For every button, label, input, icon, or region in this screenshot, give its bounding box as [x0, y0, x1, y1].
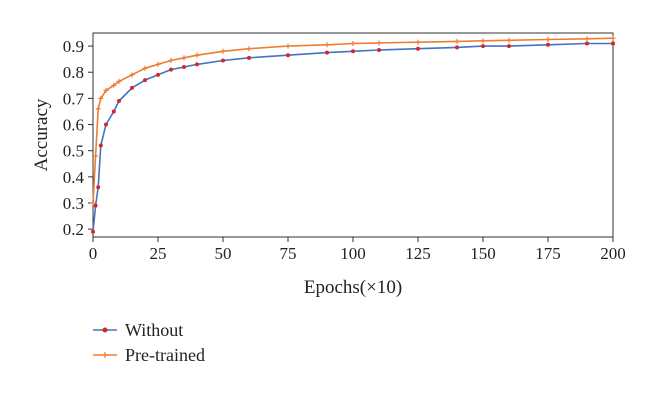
data-point-pre-trained [90, 200, 96, 206]
data-point-without [195, 62, 199, 67]
data-point-without [507, 44, 511, 49]
data-point-pre-trained [194, 52, 200, 58]
data-point-pre-trained [480, 38, 486, 44]
data-point-without [286, 53, 290, 58]
data-point-pre-trained [584, 36, 590, 42]
data-point-without [377, 48, 381, 52]
data-point-pre-trained [103, 88, 109, 94]
x-axis-title: Epochs(×10) [304, 277, 402, 298]
series-layer [90, 35, 616, 234]
data-point-without [96, 185, 101, 190]
data-point-without [585, 41, 589, 46]
data-point-without [455, 45, 459, 50]
data-point-without [611, 41, 615, 46]
x-tick-label: 125 [405, 244, 431, 263]
legend-item-pre-trained: Pre-trained [93, 345, 205, 365]
data-point-without [156, 72, 160, 77]
x-tick-label: 0 [89, 244, 98, 263]
legend-swatch-marker [102, 352, 108, 358]
data-point-pre-trained [610, 35, 616, 41]
legend-swatch-marker [102, 327, 108, 333]
y-tick-label: 0.7 [63, 89, 85, 108]
data-point-pre-trained [454, 38, 460, 44]
y-tick-label: 0.6 [63, 116, 84, 135]
data-point-pre-trained [246, 46, 252, 52]
data-point-pre-trained [95, 106, 101, 112]
data-point-pre-trained [98, 95, 104, 101]
x-tick-label: 75 [280, 244, 297, 263]
x-tick-label: 150 [470, 244, 496, 263]
data-point-without [546, 42, 550, 47]
plot-frame [92, 32, 614, 238]
data-point-without [104, 122, 108, 127]
data-point-without [91, 229, 95, 234]
legend-label-pre-trained: Pre-trained [125, 345, 205, 365]
legend: Without Pre-trained [93, 320, 205, 365]
data-point-pre-trained [181, 55, 187, 61]
data-point-pre-trained [285, 43, 291, 49]
data-point-without [182, 65, 186, 69]
x-tick-label: 200 [600, 244, 626, 263]
data-point-pre-trained [376, 40, 382, 46]
data-point-without [221, 58, 225, 63]
data-point-without [416, 46, 420, 51]
data-point-without [93, 203, 98, 208]
y-tick-label: 0.2 [63, 220, 84, 239]
x-tick-label: 25 [150, 244, 167, 263]
data-point-pre-trained [350, 40, 356, 46]
data-point-without [143, 78, 147, 83]
data-point-without [481, 44, 485, 49]
x-axis-ticks: 0 25 50 75 100 125 150 175 200 [89, 237, 626, 263]
data-point-without [130, 85, 134, 90]
data-point-without [247, 55, 251, 60]
data-point-pre-trained [506, 37, 512, 43]
data-point-pre-trained [155, 61, 161, 67]
y-tick-label: 0.9 [63, 37, 84, 56]
data-point-without [117, 99, 121, 103]
data-point-pre-trained [324, 42, 330, 48]
legend-item-without: Without [93, 320, 183, 340]
data-point-without [169, 67, 173, 72]
x-tick-label: 100 [340, 244, 366, 263]
data-point-pre-trained [116, 78, 122, 84]
data-point-pre-trained [220, 48, 226, 54]
y-tick-label: 0.8 [63, 63, 84, 82]
y-tick-label: 0.4 [63, 168, 85, 187]
series-line-pre-trained [92, 37, 614, 204]
y-axis-title: Accuracy [31, 98, 52, 171]
data-point-without [98, 143, 103, 148]
x-tick-label: 50 [215, 244, 232, 263]
x-tick-label: 175 [535, 244, 561, 263]
series-line-without [92, 42, 613, 232]
data-point-pre-trained [415, 39, 421, 45]
data-point-pre-trained [168, 57, 174, 63]
legend-label-without: Without [125, 320, 183, 340]
y-tick-label: 0.5 [63, 142, 84, 161]
data-point-pre-trained [142, 65, 148, 71]
data-point-pre-trained [545, 37, 551, 43]
data-point-without [351, 49, 355, 54]
data-point-pre-trained [129, 72, 135, 78]
data-point-pre-trained [111, 82, 117, 88]
data-point-without [111, 109, 116, 114]
y-axis-ticks: 0.2 0.3 0.4 0.5 0.6 0.7 0.8 0.9 [63, 37, 93, 239]
data-point-without [325, 50, 329, 55]
data-point-pre-trained [93, 153, 99, 159]
y-tick-label: 0.3 [63, 194, 84, 213]
